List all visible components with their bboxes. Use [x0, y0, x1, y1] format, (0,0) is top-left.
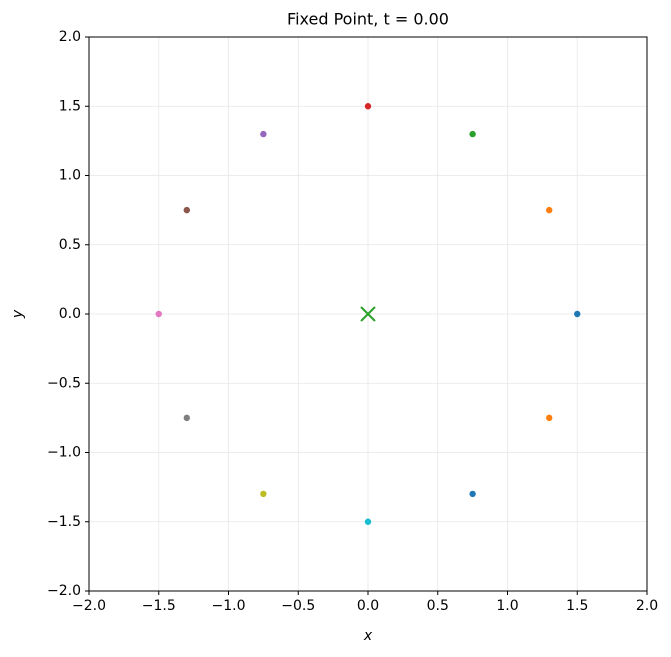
x-tick-label: −0.5 — [281, 598, 315, 614]
x-tick-label: 0.0 — [357, 598, 379, 614]
x-axis-label: x — [363, 628, 373, 644]
point — [469, 130, 476, 138]
x-tick-label: −2.0 — [72, 598, 106, 614]
x-tick-label: −1.5 — [142, 598, 176, 614]
x-tick-label: −1.0 — [212, 598, 246, 614]
y-tick-label: −2.0 — [47, 583, 81, 599]
point — [260, 130, 267, 138]
y-tick-label: 1.5 — [59, 98, 81, 114]
point — [183, 206, 190, 214]
point — [260, 490, 267, 498]
y-tick-label: 1.0 — [59, 168, 81, 184]
point — [574, 310, 581, 318]
x-tick-label: 2.0 — [636, 598, 658, 614]
y-tick-label: 2.0 — [59, 29, 81, 45]
y-tick-label: 0.5 — [59, 237, 81, 253]
point — [546, 414, 553, 422]
y-tick-label: 0.0 — [59, 306, 81, 322]
y-tick-label: −0.5 — [47, 375, 81, 391]
point — [183, 414, 190, 422]
point — [155, 310, 162, 318]
plot-frame — [88, 36, 648, 592]
chart-title: Fixed Point, t = 0.00 — [287, 10, 449, 29]
point — [469, 490, 476, 498]
fixed-point — [360, 306, 376, 322]
x-tick-label: 0.5 — [427, 598, 449, 614]
y-tick-label: −1.5 — [47, 514, 81, 530]
x-tick-label: 1.0 — [496, 598, 518, 614]
point — [364, 518, 372, 525]
y-tick-label: −1.0 — [47, 445, 81, 461]
y-axis-label: y — [10, 309, 26, 319]
point — [546, 206, 553, 214]
x-tick-label: 1.5 — [566, 598, 588, 614]
point — [364, 103, 372, 110]
